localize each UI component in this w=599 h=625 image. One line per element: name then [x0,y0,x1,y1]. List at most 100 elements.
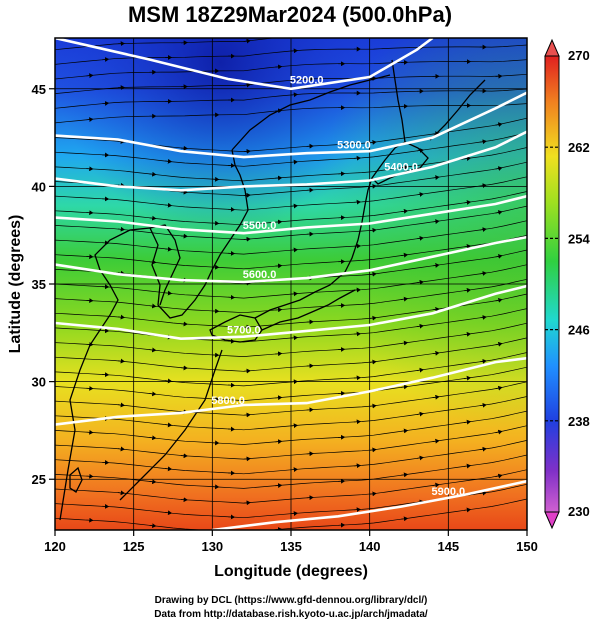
streamline-arrow [165,158,173,164]
streamline-arrow [369,140,377,145]
streamline-arrow [165,422,173,428]
streamline [55,220,527,255]
streamline-arrow [243,456,251,462]
streamline [55,381,527,416]
y-tick-label: 25 [32,472,46,487]
contour-line [55,284,527,341]
streamline-arrow [275,175,283,181]
streamline-arrow [495,341,503,347]
streamline-arrow [243,324,251,330]
streamline-arrow [149,215,157,221]
streamline-arrow [290,291,298,297]
streamline-arrow [401,164,409,170]
streamline [55,191,527,226]
colorbar-ticks: 230 238 246 254 262 270 [545,48,590,519]
streamline-arrow [290,203,298,209]
streamline [55,498,527,530]
streamline [55,469,527,504]
streamline-arrow [243,82,251,88]
streamline-arrow [401,296,409,302]
colorbar-tick-label: 254 [568,231,590,246]
streamline-arrow [165,246,173,252]
y-tick-label: 30 [32,375,46,390]
streamline-arrow [479,358,487,364]
plot-area: 5200.0 5300.0 5400.0 5500.0 5600.0 5700.0 5800… [55,38,527,530]
contour-label: 5900.0 [432,486,466,498]
streamline-arrow [290,423,298,429]
streamline-arrow [149,171,157,177]
streamline-arrow [464,419,472,425]
streamline-arrow [479,446,487,452]
streamline-arrow [432,350,440,356]
coastline-hokkaido [371,141,429,185]
colorbar-tick-label: 246 [568,323,590,338]
streamline-arrow [432,175,440,181]
streamline-arrow [86,117,94,122]
streamline-arrow [432,306,440,312]
credit-data: Data from http://database.rish.kyoto-u.a… [154,609,428,620]
streamline-arrow [243,38,251,44]
streamline-arrow [165,378,173,384]
streamline-arrow [275,439,283,445]
x-axis-ticks: 120 125 130 135 140 145 150 [44,530,538,554]
contour-label: 5700.0 [227,325,261,337]
streamline-arrow [432,482,440,488]
coastline-japan-honshu-south [261,289,356,331]
streamline-arrow [401,384,409,390]
streamline-arrow [275,351,283,357]
streamline-arrow [479,183,487,189]
streamline-arrow [416,455,424,461]
contour-line [55,235,527,284]
x-tick-label: 120 [44,539,66,554]
streamline [55,352,527,387]
chart-title: MSM 18Z29Mar2024 (500.0hPa) [128,2,452,27]
streamline-arrow [432,263,440,268]
streamline-arrow [495,166,503,171]
streamline-arrow [479,402,487,408]
streamline-arrow [290,511,298,516]
streamline-arrow [243,368,251,374]
streamline-arrow [416,192,424,197]
streamline-arrow [464,507,472,513]
streamline-arrow [243,148,251,154]
streamline-arrow [464,331,472,337]
streamline-arrow [432,394,440,400]
streamline-arrow [495,429,503,435]
contour-line [55,356,527,426]
coastline-ryukyu [119,349,223,501]
streamline-arrow [479,315,487,320]
grid-lines [55,38,527,530]
streamline-arrow [464,200,472,205]
streamline [55,322,527,357]
streamline-arrow [401,252,409,258]
streamline-arrow [479,490,487,496]
streamline-arrow [165,466,173,472]
colorbar-top-triangle [544,38,560,57]
x-tick-label: 130 [201,539,223,554]
streamline-arrow [495,254,503,259]
contour-label: 5200.0 [290,74,324,86]
streamline [55,235,527,270]
streamline-arrow [275,395,283,401]
streamline-arrow [416,323,424,329]
streamline-arrow [495,473,503,479]
streamline-arrow [117,358,125,364]
streamline-arrow [243,192,251,198]
streamline-arrow [275,307,283,313]
streamline-arrow [243,412,251,418]
streamline-arrow [464,463,472,469]
contour-line [212,479,527,530]
streamline-arrow [290,467,298,473]
streamline-arrow [275,483,283,488]
streamline [55,366,527,401]
contour-label: 5500.0 [243,220,277,232]
streamline-arrow [401,428,409,434]
streamline-arrow [290,159,298,165]
x-axis-label: Longitude (degrees) [214,563,368,580]
streamline-arrow [117,446,125,452]
streamline-arrow [165,202,173,208]
contour-line [55,130,527,192]
streamline-arrow [369,447,377,453]
y-axis-ticks: 25 30 35 40 45 [32,82,55,487]
streamline-arrow [464,375,472,381]
